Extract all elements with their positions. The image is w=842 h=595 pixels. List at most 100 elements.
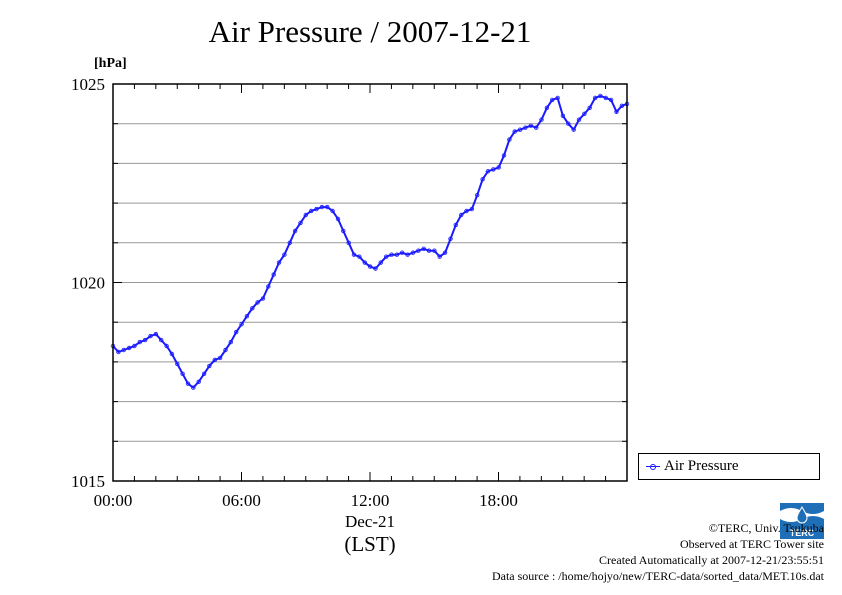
data-point <box>389 252 394 257</box>
data-point <box>153 331 159 337</box>
legend: Air Pressure <box>638 453 820 480</box>
data-point <box>266 284 271 289</box>
data-point <box>175 361 180 367</box>
credit-observed: Observed at TERC Tower site <box>679 537 824 551</box>
plot-frame <box>112 83 628 482</box>
data-point <box>587 105 592 110</box>
data-point <box>539 117 544 122</box>
data-point <box>362 260 367 265</box>
data-point <box>582 111 587 116</box>
data-point <box>346 240 351 245</box>
credit-copyright: ©TERC, Univ. Tsukuba <box>708 521 824 535</box>
data-point <box>142 337 148 343</box>
data-point <box>608 97 614 103</box>
data-point <box>598 93 603 99</box>
data-point <box>287 240 292 245</box>
chart-title: Air Pressure / 2007-12-21 <box>208 14 532 49</box>
data-point <box>276 260 282 265</box>
data-point <box>459 212 464 218</box>
data-point <box>325 204 330 210</box>
data-point <box>212 357 217 363</box>
data-point <box>233 329 239 335</box>
data-point <box>571 127 576 132</box>
data-point <box>309 208 314 214</box>
data-point <box>351 252 357 257</box>
data-point <box>185 381 191 386</box>
x-axis-label: (LST) <box>344 532 395 556</box>
data-point <box>512 129 517 134</box>
data-point <box>528 123 533 128</box>
data-point <box>566 121 571 126</box>
data-point <box>550 97 555 103</box>
data-point <box>555 95 560 101</box>
data-point <box>480 177 485 182</box>
data-point <box>116 349 121 355</box>
data-point <box>244 314 250 319</box>
data-point <box>217 355 223 361</box>
terc-logo-icon: TERC <box>780 503 824 539</box>
x-tick-label: 18:00 <box>479 491 518 510</box>
data-point <box>121 347 126 353</box>
data-point <box>534 125 539 130</box>
data-point <box>384 254 389 259</box>
data-point <box>373 266 378 271</box>
series-line-air-pressure <box>112 94 628 390</box>
data-point <box>132 343 137 349</box>
logo-text: TERC <box>790 528 815 538</box>
data-point <box>158 337 164 343</box>
data-point <box>255 300 260 305</box>
data-point <box>523 125 528 130</box>
data-point <box>394 252 400 257</box>
data-point <box>319 204 325 210</box>
data-point <box>501 153 507 158</box>
data-point <box>271 272 276 277</box>
data-point <box>164 343 169 349</box>
data-point <box>207 363 212 369</box>
data-point <box>196 379 201 384</box>
data-point <box>169 351 175 357</box>
data-point <box>442 250 448 255</box>
credit-created: Created Automatically at 2007-12-21/23:5… <box>599 553 824 567</box>
data-point <box>544 105 550 110</box>
data-point <box>191 385 196 390</box>
legend-label-air-pressure: Air Pressure <box>664 458 739 474</box>
legend-swatch-air-pressure <box>646 463 660 470</box>
data-point <box>426 248 432 253</box>
data-point <box>432 248 437 253</box>
data-point <box>507 137 512 142</box>
data-point <box>292 228 298 234</box>
credits: ©TERC, Univ. Tsukuba Observed at TERC To… <box>492 520 824 584</box>
data-point <box>223 347 228 353</box>
data-point <box>576 117 582 122</box>
data-point <box>298 220 303 226</box>
data-point <box>367 264 373 269</box>
y-tick-label: 1025 <box>71 75 105 94</box>
data-point <box>250 306 255 311</box>
x-tick-label: 00:00 <box>94 491 133 510</box>
data-point <box>260 296 266 301</box>
data-point <box>228 339 233 345</box>
data-point <box>126 345 132 351</box>
data-point <box>421 246 426 251</box>
data-point <box>448 236 453 241</box>
data-point <box>357 254 362 259</box>
data-point <box>303 212 308 218</box>
x-tick-label: 12:00 <box>351 491 390 510</box>
data-point <box>496 165 501 170</box>
data-point <box>475 192 480 198</box>
data-point <box>453 222 458 228</box>
data-point <box>330 208 335 214</box>
data-point <box>592 95 598 101</box>
data-point <box>416 248 421 253</box>
data-point <box>603 95 608 101</box>
data-point <box>335 216 341 222</box>
x-date-label: Dec-21 <box>345 512 395 531</box>
data-point <box>148 333 153 339</box>
data-point <box>314 206 319 212</box>
data-point <box>239 322 244 327</box>
y-tick-label: 1015 <box>71 472 105 491</box>
data-point <box>485 169 491 174</box>
data-point <box>400 250 405 255</box>
data-point <box>491 167 496 172</box>
